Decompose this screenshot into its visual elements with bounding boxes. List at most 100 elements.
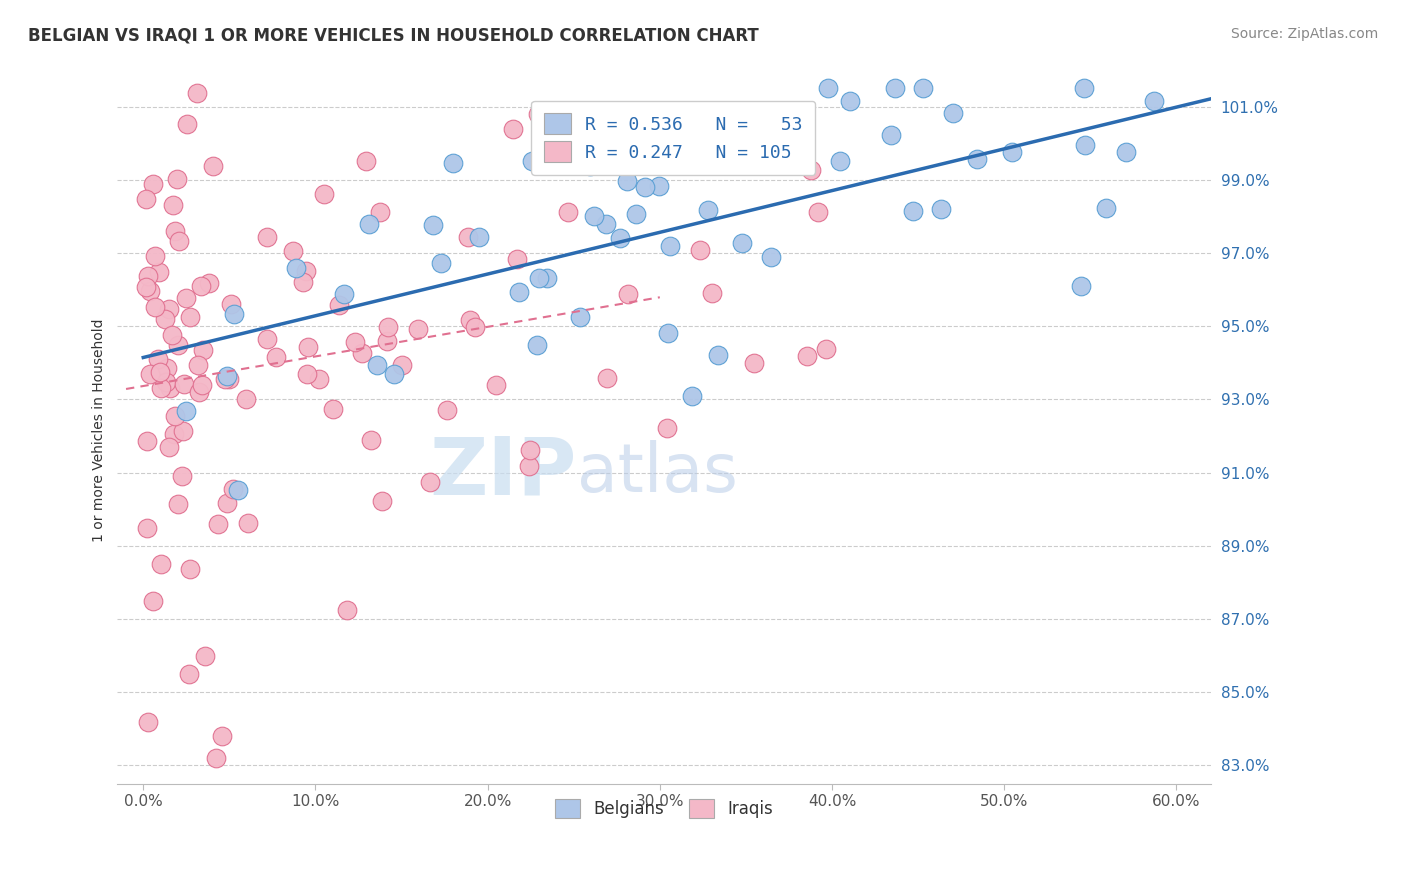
- Point: [333, 287, 356, 301]
- Point: [136, 434, 159, 449]
- Point: [377, 320, 399, 334]
- Point: [689, 243, 711, 257]
- Point: [384, 367, 406, 381]
- Point: [731, 235, 754, 250]
- Point: [187, 385, 209, 400]
- Point: [343, 334, 366, 349]
- Point: [617, 287, 640, 301]
- Point: [406, 322, 429, 336]
- Point: [441, 156, 464, 170]
- Point: [177, 667, 200, 681]
- Point: [308, 372, 330, 386]
- Point: [1073, 137, 1095, 152]
- Point: [283, 244, 305, 258]
- Point: [169, 235, 191, 249]
- Point: [595, 217, 617, 231]
- Point: [696, 202, 718, 217]
- Text: atlas: atlas: [576, 440, 738, 506]
- Point: [149, 365, 172, 379]
- Point: [336, 602, 359, 616]
- Point: [506, 252, 529, 267]
- Point: [464, 320, 486, 334]
- Point: [966, 152, 988, 166]
- Point: [179, 562, 201, 576]
- Point: [1001, 145, 1024, 160]
- Point: [468, 230, 491, 244]
- Point: [159, 301, 181, 316]
- Point: [174, 291, 197, 305]
- Point: [142, 177, 165, 191]
- Point: [457, 230, 479, 244]
- Point: [264, 351, 287, 365]
- Point: [1070, 279, 1092, 293]
- Point: [884, 81, 907, 95]
- Point: [354, 154, 377, 169]
- Point: [519, 442, 541, 457]
- Point: [190, 279, 212, 293]
- Point: [284, 261, 307, 276]
- Point: [800, 162, 823, 177]
- Point: [422, 218, 444, 232]
- Point: [155, 375, 177, 389]
- Point: [458, 313, 481, 327]
- Point: [702, 285, 724, 300]
- Point: [681, 389, 703, 403]
- Point: [136, 268, 159, 283]
- Point: [536, 270, 558, 285]
- Point: [377, 334, 399, 348]
- Point: [149, 381, 172, 395]
- Point: [222, 482, 245, 496]
- Point: [609, 231, 631, 245]
- Point: [634, 180, 657, 194]
- Point: [527, 271, 550, 285]
- Point: [167, 338, 190, 352]
- Point: [582, 209, 605, 223]
- Text: BELGIAN VS IRAQI 1 OR MORE VEHICLES IN HOUSEHOLD CORRELATION CHART: BELGIAN VS IRAQI 1 OR MORE VEHICLES IN H…: [28, 27, 759, 45]
- Point: [706, 348, 728, 362]
- Point: [142, 593, 165, 607]
- Point: [221, 297, 243, 311]
- Point: [371, 494, 394, 508]
- Point: [360, 433, 382, 447]
- Point: [485, 378, 508, 392]
- Point: [191, 343, 214, 357]
- Point: [218, 371, 240, 385]
- Point: [911, 81, 934, 95]
- Point: [163, 409, 186, 424]
- Point: [176, 117, 198, 131]
- Point: [236, 516, 259, 531]
- Point: [205, 751, 228, 765]
- Point: [517, 458, 540, 473]
- Point: [312, 186, 335, 201]
- Point: [658, 239, 681, 253]
- Point: [186, 86, 208, 100]
- Point: [596, 371, 619, 385]
- Point: [807, 205, 830, 219]
- Point: [170, 469, 193, 483]
- Point: [143, 301, 166, 315]
- Point: [526, 107, 548, 121]
- Point: [368, 205, 391, 219]
- Point: [796, 349, 818, 363]
- Point: [1095, 201, 1118, 215]
- Y-axis label: 1 or more Vehicles in Household: 1 or more Vehicles in Household: [93, 318, 107, 542]
- Point: [526, 338, 548, 352]
- Point: [160, 327, 183, 342]
- Point: [135, 192, 157, 206]
- Point: [172, 425, 194, 439]
- Point: [648, 178, 671, 193]
- Point: [291, 275, 314, 289]
- Point: [136, 714, 159, 729]
- Point: [135, 520, 157, 534]
- Point: [295, 368, 318, 382]
- Point: [508, 285, 530, 299]
- Point: [817, 81, 839, 95]
- Point: [903, 204, 925, 219]
- Point: [942, 106, 965, 120]
- Point: [157, 440, 180, 454]
- Point: [173, 376, 195, 391]
- Point: [222, 308, 245, 322]
- Point: [187, 358, 209, 372]
- Point: [357, 217, 380, 231]
- Point: [179, 310, 201, 325]
